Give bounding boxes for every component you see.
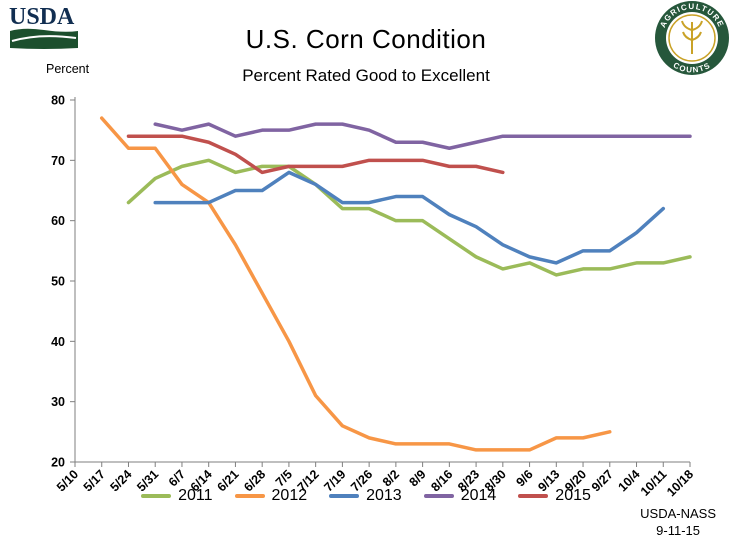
series-line-2015 <box>126 134 505 175</box>
legend-item-2011: 2011 <box>141 487 213 505</box>
y-tick-label: 60 <box>51 214 65 228</box>
report-date-label: 9-11-15 <box>656 523 700 539</box>
agcounts-gold-ring <box>668 14 716 62</box>
legend-swatch-2012 <box>234 494 265 498</box>
legend-item-2013: 2013 <box>329 487 402 505</box>
page-subtitle: Percent Rated Good to Excellent <box>242 66 490 85</box>
source-label: USDA-NASS <box>640 506 716 522</box>
legend-swatch-2015 <box>518 494 549 498</box>
legend-item-2012: 2012 <box>234 487 308 505</box>
series-line-2012 <box>99 116 612 452</box>
usda-logo: USDA <box>9 4 78 49</box>
agriculture-counts-logo: AGRICULTURE COUNTS <box>655 1 729 75</box>
chart-legend: 2011 2012 2013 2014 2015 <box>0 487 732 505</box>
wheat-icon <box>681 20 703 54</box>
series-line-2011 <box>126 158 692 277</box>
usda-swoosh-arc <box>11 35 77 42</box>
footer-credit: USDA-NASS 9-11-15 <box>640 506 716 540</box>
usda-wordmark: USDA <box>9 4 75 30</box>
y-tick-label: 40 <box>51 335 65 349</box>
legend-swatch-2014 <box>423 494 454 498</box>
legend-label: 2015 <box>555 487 591 504</box>
y-tick-label: 20 <box>51 456 65 470</box>
y-tick-label: 50 <box>51 275 65 289</box>
legend-label: 2011 <box>178 487 213 504</box>
legend-label: 2012 <box>271 487 308 504</box>
y-tick-label: 30 <box>51 395 65 409</box>
series-line-2013 <box>153 170 666 265</box>
y-tick-label: 80 <box>51 94 65 108</box>
legend-swatch-2011 <box>141 494 172 498</box>
page-title: U.S. Corn Condition <box>245 24 487 54</box>
legend-item-2015: 2015 <box>518 487 591 505</box>
legend-label: 2013 <box>366 487 402 504</box>
legend-swatch-2013 <box>329 494 360 498</box>
usda-swoosh-shape <box>10 28 78 49</box>
legend-item-2014: 2014 <box>423 487 497 505</box>
y-axis-caption: Percent <box>46 62 90 76</box>
legend-label: 2014 <box>460 487 497 504</box>
series-line-2014 <box>153 122 692 151</box>
y-tick-label: 70 <box>51 154 65 168</box>
agcounts-bottom-text: COUNTS <box>672 61 713 75</box>
